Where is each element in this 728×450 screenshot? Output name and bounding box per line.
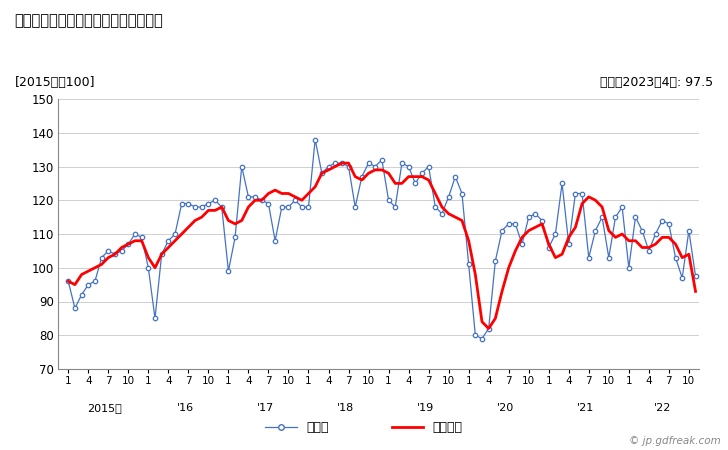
Text: '20: '20 [496, 403, 514, 413]
原系列 [518, 241, 526, 247]
季調系列 [505, 265, 513, 270]
Text: '19: '19 [416, 403, 434, 413]
原系列 [505, 221, 513, 227]
Text: 2015年: 2015年 [87, 403, 122, 413]
原系列 [311, 137, 320, 142]
原系列 [538, 218, 547, 223]
Line: 原系列: 原系列 [66, 137, 697, 341]
Text: [2015年＝100]: [2015年＝100] [15, 76, 95, 90]
Legend: 原系列, 季調系列: 原系列, 季調系列 [260, 416, 468, 439]
原系列 [691, 274, 700, 279]
季調系列 [538, 221, 547, 227]
原系列 [64, 279, 73, 284]
季調系列 [484, 326, 493, 331]
Text: © jp.gdfreak.com: © jp.gdfreak.com [629, 436, 721, 446]
季調系列 [545, 241, 553, 247]
原系列 [178, 201, 186, 206]
Text: '17: '17 [256, 403, 274, 413]
Text: '18: '18 [336, 403, 354, 413]
Text: '22: '22 [654, 403, 671, 413]
季調系列 [518, 235, 526, 240]
Text: '21: '21 [577, 403, 594, 413]
季調系列 [338, 161, 347, 166]
Text: 原系列2023年4月: 97.5: 原系列2023年4月: 97.5 [601, 76, 713, 90]
原系列 [478, 336, 486, 341]
Text: '16: '16 [176, 403, 194, 413]
季調系列 [691, 289, 700, 294]
原系列 [545, 245, 553, 250]
Text: 粉末冶金製磁性材料の出荷指数の推移: 粉末冶金製磁性材料の出荷指数の推移 [15, 14, 163, 28]
Line: 季調系列: 季調系列 [68, 163, 695, 328]
原系列 [90, 279, 99, 284]
季調系列 [178, 231, 186, 237]
季調系列 [64, 279, 73, 284]
季調系列 [90, 265, 99, 270]
